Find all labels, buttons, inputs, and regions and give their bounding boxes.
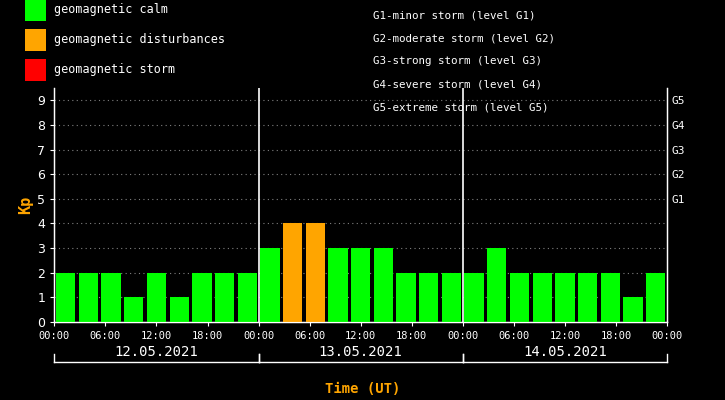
Bar xyxy=(351,248,370,322)
Text: geomagnetic disturbances: geomagnetic disturbances xyxy=(54,34,225,46)
Bar xyxy=(465,273,484,322)
Bar xyxy=(56,273,75,322)
Text: G5-extreme storm (level G5): G5-extreme storm (level G5) xyxy=(373,103,549,113)
Text: Time (UT): Time (UT) xyxy=(325,382,400,396)
Bar xyxy=(260,248,280,322)
Text: G3-strong storm (level G3): G3-strong storm (level G3) xyxy=(373,56,542,66)
Bar xyxy=(624,297,642,322)
Bar xyxy=(102,273,121,322)
Bar xyxy=(510,273,529,322)
Bar xyxy=(215,273,234,322)
Bar xyxy=(283,224,302,322)
Bar xyxy=(419,273,439,322)
Bar xyxy=(442,273,461,322)
Bar xyxy=(170,297,188,322)
Bar xyxy=(192,273,212,322)
Text: G1-minor storm (level G1): G1-minor storm (level G1) xyxy=(373,10,536,20)
Bar xyxy=(533,273,552,322)
Text: 13.05.2021: 13.05.2021 xyxy=(319,345,402,359)
Bar xyxy=(487,248,507,322)
Bar xyxy=(306,224,325,322)
Bar xyxy=(578,273,597,322)
Bar xyxy=(646,273,666,322)
Bar xyxy=(147,273,166,322)
Bar xyxy=(373,248,393,322)
Text: 12.05.2021: 12.05.2021 xyxy=(115,345,199,359)
Text: G4-severe storm (level G4): G4-severe storm (level G4) xyxy=(373,80,542,90)
Text: G2-moderate storm (level G2): G2-moderate storm (level G2) xyxy=(373,33,555,43)
Bar xyxy=(124,297,144,322)
Bar xyxy=(555,273,574,322)
Bar xyxy=(600,273,620,322)
Text: 14.05.2021: 14.05.2021 xyxy=(523,345,607,359)
Bar xyxy=(79,273,98,322)
Text: geomagnetic calm: geomagnetic calm xyxy=(54,4,168,16)
Y-axis label: Kp: Kp xyxy=(18,196,33,214)
Bar xyxy=(238,273,257,322)
Bar xyxy=(328,248,348,322)
Text: geomagnetic storm: geomagnetic storm xyxy=(54,64,175,76)
Bar xyxy=(397,273,415,322)
